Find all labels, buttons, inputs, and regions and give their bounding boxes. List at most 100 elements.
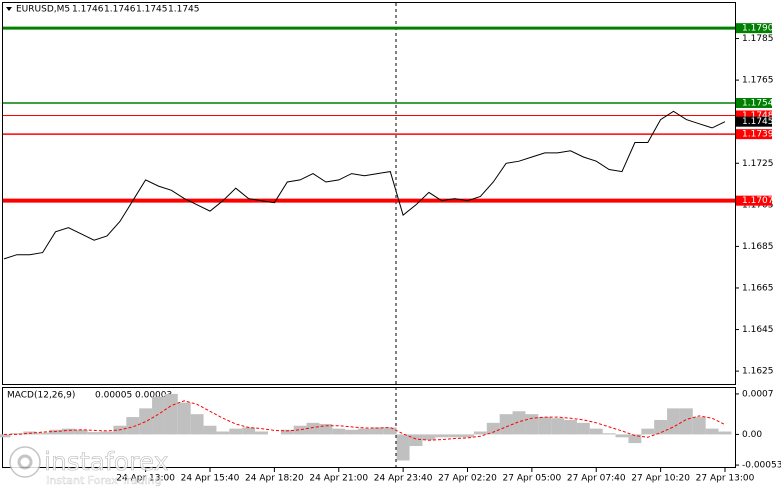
level-tag <box>736 97 772 108</box>
histogram-bar <box>564 419 577 435</box>
histogram-bar <box>229 428 243 435</box>
histogram-bar <box>306 422 320 435</box>
histogram-bar <box>0 434 11 438</box>
histogram-bar <box>383 427 397 435</box>
histogram-bar <box>190 414 204 435</box>
histogram-bar <box>499 414 513 435</box>
y-tick-label: -0.00053 <box>742 461 781 471</box>
logo-tagline: Instant Forex Trading <box>46 474 162 487</box>
histogram-bar <box>36 432 50 435</box>
y-tick-label: 1.1685 <box>742 242 774 252</box>
macd-reading: 0.00003 <box>135 391 172 401</box>
level-tag <box>736 195 772 206</box>
histogram-bar <box>255 431 268 435</box>
ohlc-value: 1.1745 <box>168 5 200 15</box>
level-label: 1.1748 <box>742 111 774 121</box>
histogram-bar <box>512 411 526 435</box>
histogram-bar <box>667 408 680 435</box>
histogram-bar <box>49 429 62 435</box>
histogram-bar <box>589 428 603 435</box>
histogram-bar <box>152 396 165 435</box>
histogram-bar <box>242 427 256 435</box>
histogram-bar <box>358 428 371 435</box>
price-line <box>3 110 726 260</box>
histogram-bar <box>679 408 693 435</box>
logo-icon <box>9 446 41 478</box>
symbol: EURUSD,M5 <box>16 5 70 15</box>
histogram-bar <box>435 434 449 438</box>
x-tick-label: 27 Apr 10:20 <box>631 474 690 484</box>
signal-line <box>4 400 726 441</box>
histogram-bar <box>126 417 140 435</box>
x-tick-label: 24 Apr 15:40 <box>181 474 240 484</box>
histogram-bar <box>280 429 294 435</box>
histogram-bar <box>486 422 500 435</box>
macd-reading: 0.00005 <box>95 391 132 401</box>
ohlc-value: 1.1745 <box>136 5 168 15</box>
histogram-bar <box>473 431 487 435</box>
y-tick-label: 1.1625 <box>742 367 774 377</box>
y-tick-label: 0.0007 <box>742 389 774 399</box>
y-tick-label: 1.1645 <box>742 325 774 335</box>
histogram-bar <box>396 434 410 461</box>
level-tag <box>736 110 772 121</box>
x-tick-label: 24 Apr 23:40 <box>374 474 433 484</box>
histogram-bar <box>422 434 436 441</box>
x-tick-label: 24 Apr 13:00 <box>116 474 175 484</box>
x-tick-label: 27 Apr 07:40 <box>567 474 626 484</box>
logo-icon-ring <box>17 454 33 470</box>
level-label: 1.1739 <box>742 130 774 140</box>
histogram-bar <box>370 427 384 435</box>
histogram-bar <box>602 433 616 435</box>
histogram-bar <box>615 434 629 438</box>
histogram-bar <box>177 402 191 435</box>
histogram-bar <box>139 408 153 435</box>
menu-arrow <box>6 7 12 11</box>
histogram-bar <box>319 423 333 435</box>
histogram-bar <box>293 425 307 435</box>
level-label: 1.1707 <box>742 196 774 206</box>
histogram-bar <box>692 417 706 435</box>
histogram-bar <box>654 419 668 435</box>
histogram-bar <box>718 431 732 435</box>
histogram-bar <box>332 428 346 435</box>
y-tick-label: 1.1665 <box>742 283 774 293</box>
ohlc-value: 1.1746 <box>104 5 136 15</box>
histogram-bar <box>61 428 75 435</box>
logo-brand: instaforex <box>44 447 169 476</box>
price-tag <box>736 116 772 127</box>
histogram-bar <box>461 434 474 438</box>
histogram-bar <box>705 428 719 435</box>
price-panel <box>2 2 736 385</box>
level-tag <box>736 129 772 140</box>
ohlc-value: 1.1746 <box>72 5 104 15</box>
histogram-bar <box>628 434 642 444</box>
histogram-bar <box>448 434 462 438</box>
histogram-bar <box>74 429 88 435</box>
x-tick-label: 27 Apr 02:20 <box>438 474 497 484</box>
x-tick-label: 24 Apr 18:20 <box>245 474 304 484</box>
histogram-bar <box>551 418 565 435</box>
y-tick-label: 0.00 <box>742 430 762 440</box>
histogram-bar <box>87 432 101 435</box>
y-tick-label: 1.1785 <box>742 34 774 44</box>
x-tick-label: 27 Apr 13:00 <box>696 474 755 484</box>
y-tick-label: 1.1765 <box>742 76 774 86</box>
histogram-bar <box>641 428 655 435</box>
logo: instaforex Instant Forex Trading <box>9 446 169 487</box>
price-label: 1.1745 <box>742 117 774 127</box>
histogram-bar <box>203 425 217 435</box>
macd-name: MACD(12,26,9) <box>7 391 75 401</box>
y-tick-label: 1.1725 <box>742 159 774 169</box>
level-label: 1.1754 <box>742 98 774 108</box>
histogram-bar <box>409 434 423 446</box>
histogram-bar <box>525 414 539 435</box>
histogram-bar <box>345 429 359 435</box>
histogram-bar <box>10 433 24 435</box>
histogram-bar <box>576 422 590 435</box>
level-label: 1.1790 <box>742 24 774 34</box>
level-tag <box>736 23 772 34</box>
histogram-bar <box>538 417 552 435</box>
histogram-bar <box>164 393 178 435</box>
